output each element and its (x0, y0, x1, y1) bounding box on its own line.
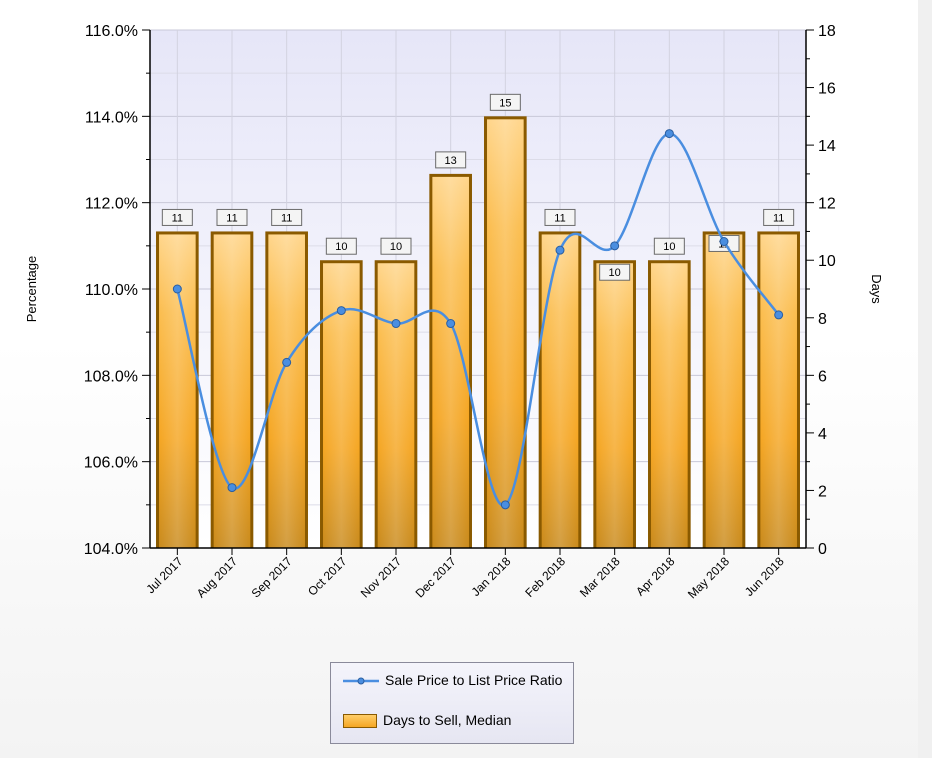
line-point (227, 483, 237, 493)
right-tick-label: 10 (818, 253, 836, 270)
data-label: 11 (226, 212, 237, 224)
data-label: 11 (773, 212, 784, 224)
data-label: 11 (172, 212, 183, 224)
legend-bar-label: Days to Sell, Median (383, 712, 512, 728)
left-tick-label: 114.0% (85, 109, 138, 126)
data-label: 13 (445, 155, 457, 167)
bar-highlight (705, 234, 743, 548)
line-point (500, 500, 510, 510)
legend-item-bar: Days to Sell, Median (343, 713, 511, 728)
data-label-box (599, 263, 631, 281)
data-label-box (325, 237, 357, 255)
data-label-box (216, 208, 248, 226)
data-label-box (544, 208, 576, 226)
x-tick-label: Dec 2017 (413, 554, 459, 600)
right-tick-label: 2 (818, 483, 827, 500)
bar-highlight (487, 119, 524, 548)
bar-series-swatch-icon (343, 713, 377, 728)
data-label: 10 (390, 241, 402, 253)
bar-highlight (596, 263, 633, 548)
x-tick-label: Nov 2017 (358, 554, 404, 600)
data-label: 10 (663, 241, 675, 253)
chart: 111111101013151110101111 104.0%106.0%108… (24, 23, 884, 601)
line-series-swatch-icon (343, 674, 379, 688)
data-label: 11 (554, 212, 565, 224)
right-tick-label: 12 (818, 196, 836, 213)
right-tick-label: 8 (818, 311, 827, 328)
data-label: 15 (499, 97, 511, 109)
line-point (172, 284, 182, 294)
x-tick-label: Feb 2018 (522, 554, 568, 600)
data-label-box (161, 208, 193, 226)
right-tick-label: 18 (818, 23, 836, 40)
bar-highlight (760, 234, 797, 548)
data-label: 10 (609, 267, 621, 279)
line-point (336, 306, 346, 316)
right-tick-label: 4 (818, 426, 827, 443)
line-point (664, 129, 674, 139)
x-tick-label: Apr 2018 (633, 554, 678, 599)
bar-highlight (323, 263, 360, 548)
x-tick-label: Oct 2017 (305, 554, 350, 599)
x-tick-label: Jan 2018 (469, 554, 514, 599)
right-tick-label: 14 (818, 138, 836, 155)
scrollbar-strip (918, 0, 932, 758)
data-label: 11 (281, 212, 292, 224)
left-tick-label: 110.0% (85, 282, 138, 299)
bar-highlight (213, 234, 251, 548)
line-point (610, 241, 620, 251)
right-tick-label: 0 (818, 541, 827, 558)
bar-highlight (651, 263, 688, 548)
x-tick-label: Aug 2017 (194, 554, 240, 600)
legend: Sale Price to List Price Ratio Days to S… (330, 662, 574, 744)
left-tick-label: 116.0% (85, 23, 138, 40)
line-point (719, 237, 729, 247)
left-tick-label: 106.0% (84, 455, 138, 472)
bar-series: 111111101013151110101111 (156, 93, 800, 548)
data-label-box (380, 237, 412, 255)
x-tick-label: Jul 2017 (143, 554, 185, 596)
bar-highlight (377, 263, 415, 548)
x-tick-label: Mar 2018 (577, 554, 623, 600)
right-axis-title: Days (869, 274, 884, 304)
data-label: 10 (335, 241, 347, 253)
x-tick-label: May 2018 (685, 554, 732, 601)
line-point (446, 319, 456, 329)
line-point (391, 319, 401, 329)
bar-highlight (159, 234, 196, 548)
x-tick-label: Jun 2018 (742, 554, 787, 599)
left-axis-title: Percentage (24, 256, 39, 323)
line-point (282, 357, 292, 367)
line-point (774, 310, 784, 320)
right-tick-label: 16 (818, 81, 836, 98)
data-label-box (763, 208, 795, 226)
data-label-box (271, 208, 303, 226)
x-tick-label: Sep 2017 (249, 554, 295, 600)
left-tick-label: 104.0% (84, 541, 138, 558)
left-tick-label: 112.0% (85, 196, 138, 213)
legend-line-label: Sale Price to List Price Ratio (385, 672, 563, 688)
legend-item-line: Sale Price to List Price Ratio (343, 673, 565, 688)
line-point (555, 245, 565, 255)
right-tick-label: 6 (818, 368, 827, 385)
data-label-box (653, 237, 685, 255)
data-label-box (489, 93, 521, 111)
line-series (172, 129, 784, 510)
data-label-box (435, 151, 467, 169)
left-tick-label: 108.0% (84, 368, 138, 385)
bar-highlight (541, 234, 579, 548)
